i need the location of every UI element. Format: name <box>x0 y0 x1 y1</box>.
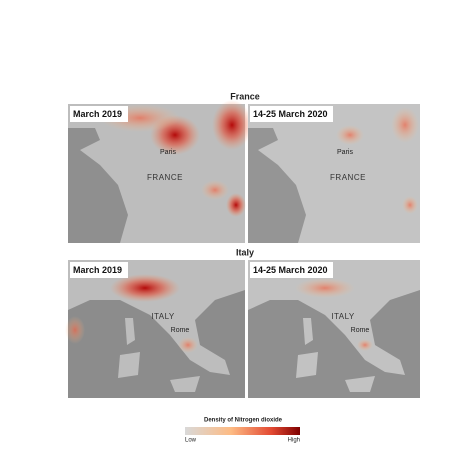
hotspot <box>357 339 373 351</box>
section-title: Italy <box>236 247 254 257</box>
legend-title: Density of Nitrogen dioxide <box>204 418 283 424</box>
sea <box>68 104 128 243</box>
hotspot <box>391 107 419 143</box>
legend-high: High <box>288 438 300 444</box>
country-label: FRANCE <box>330 173 366 182</box>
island <box>296 318 375 392</box>
hotspot <box>402 196 418 214</box>
panel-label: March 2019 <box>73 109 122 119</box>
island <box>118 318 200 392</box>
hotspot <box>201 180 229 200</box>
map-panel: 14-25 March 2020 ITALY Rome <box>248 260 420 398</box>
legend-low: Low <box>185 438 197 444</box>
hotspot <box>65 316 85 344</box>
city-label: Paris <box>337 149 353 156</box>
country-label: ITALY <box>151 312 175 321</box>
city-label: Rome <box>351 327 370 334</box>
hotspot <box>178 337 198 353</box>
label-box <box>250 106 333 122</box>
country-label: ITALY <box>331 312 355 321</box>
land <box>248 260 420 375</box>
city-label: Paris <box>160 149 176 156</box>
city-label: Rome <box>171 327 190 334</box>
map-panel: March 2019 ITALY Rome <box>65 260 245 398</box>
panel-label: 14-25 March 2020 <box>253 109 328 119</box>
hotspot <box>212 100 252 150</box>
map-panel: March 2019 Paris FRANCE <box>68 100 252 243</box>
country-label: FRANCE <box>147 173 183 182</box>
sea <box>248 104 306 243</box>
label-box <box>70 262 128 278</box>
hotspot <box>226 193 246 217</box>
hotspot <box>295 278 355 298</box>
panel-label: 14-25 March 2020 <box>253 265 328 275</box>
map-panel: 14-25 March 2020 Paris FRANCE <box>248 104 420 243</box>
label-box <box>250 262 333 278</box>
hotspot <box>336 125 364 145</box>
color-scale <box>185 427 300 435</box>
section-title: France <box>230 91 260 101</box>
panel-label: March 2019 <box>73 265 122 275</box>
hotspot <box>110 274 180 302</box>
label-box <box>70 106 128 122</box>
